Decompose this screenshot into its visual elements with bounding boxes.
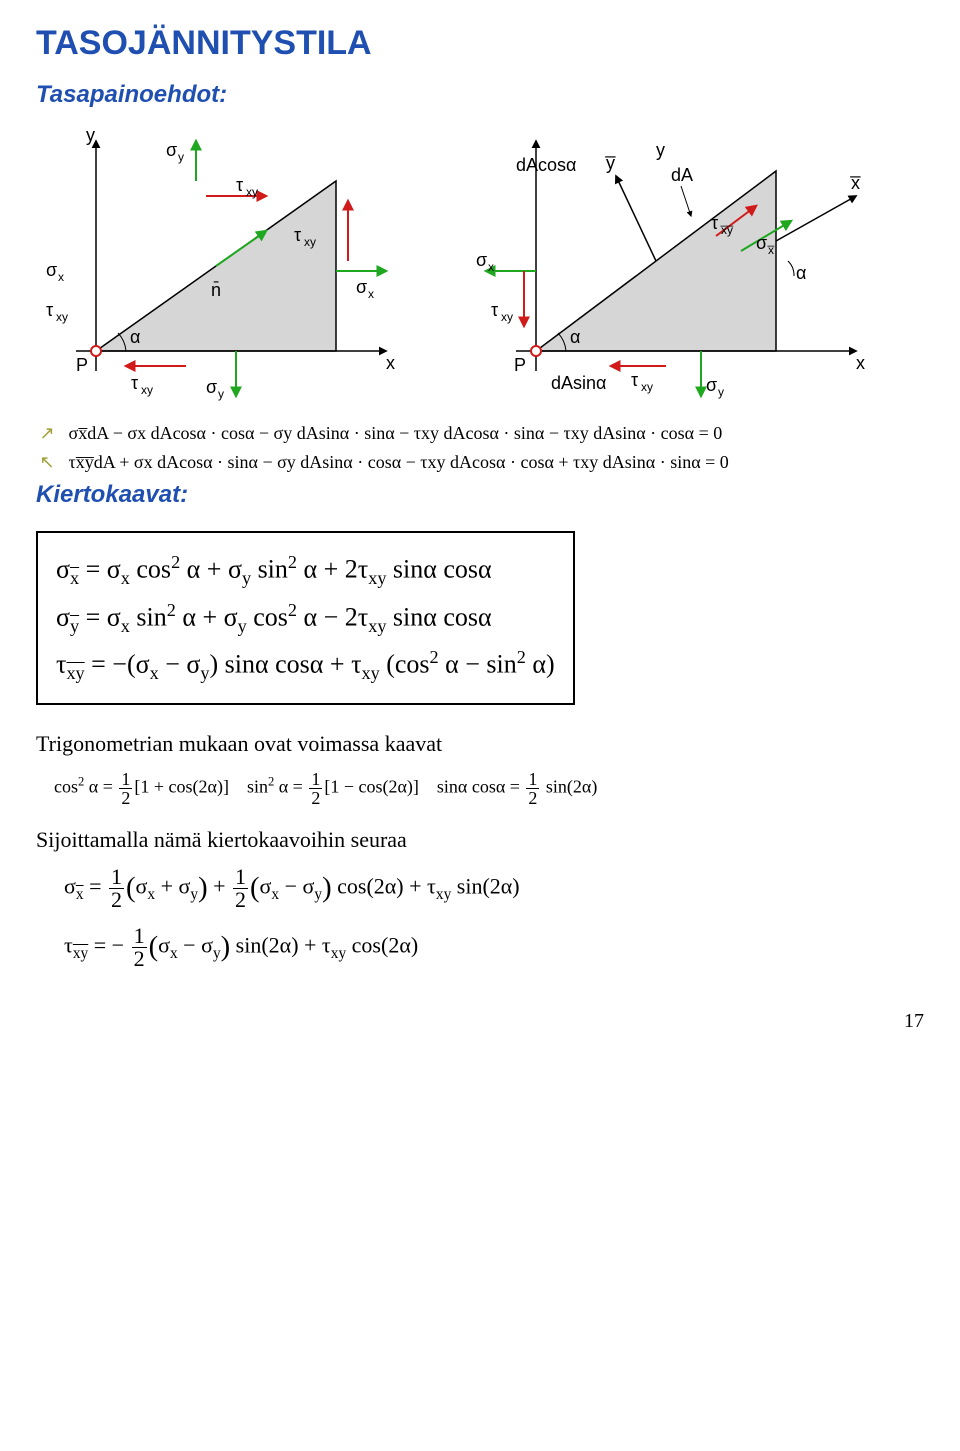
label-tau-left: τ bbox=[46, 300, 53, 320]
figure-row: y x P α n̄ σy τxy τxy σx σx τxy σy τxy bbox=[36, 121, 924, 401]
subhead-rotation: Kiertokaavat: bbox=[36, 481, 924, 509]
equilibrium-eq-tau: ↖ τx̅y̅dA + σx dAcosα · sinα − σy dAsinα… bbox=[36, 450, 924, 475]
page-title: TASOJÄNNITYSTILA bbox=[36, 24, 924, 63]
label-tau-bl: τ bbox=[131, 373, 138, 393]
svg-text:x̅y̅: x̅y̅ bbox=[720, 223, 734, 237]
label-sigmay-top: σ bbox=[166, 140, 177, 160]
svg-text:xy: xy bbox=[304, 235, 316, 249]
box-eq2: σy = σx sin2 α + σy cos2 α − 2τxy sinα c… bbox=[56, 597, 555, 640]
svg-text:y: y bbox=[718, 385, 724, 399]
final-eq-sigma: σx = 12(σx + σy) + 12(σx − σy) cos(2α) +… bbox=[64, 866, 924, 911]
label-ybar: y̅ bbox=[604, 153, 616, 173]
label-sigmax-left: σ bbox=[46, 260, 57, 280]
page-number: 17 bbox=[36, 1010, 924, 1033]
svg-text:x̅: x̅ bbox=[767, 243, 775, 257]
label-n: n̄ bbox=[211, 280, 221, 300]
arrow-icon: ↖ bbox=[36, 450, 58, 475]
trig-identities: cos2 α = 12[1 + cos(2α)] sin2 α = 12[1 −… bbox=[54, 770, 924, 807]
diagram-right: x y̅ y x̅ dA dAcosα dAsinα P α σx τxy σx… bbox=[456, 121, 876, 401]
label-tau-top: τ bbox=[236, 175, 243, 195]
rotation-formula-box: σx = σx cos2 α + σy sin2 α + 2τxy sinα c… bbox=[36, 531, 575, 704]
svg-text:xy: xy bbox=[641, 380, 653, 394]
label-dAsin: dAsinα bbox=[551, 373, 606, 393]
label-dAcos: dAcosα bbox=[516, 155, 576, 175]
label-x-left: x bbox=[386, 353, 395, 373]
svg-text:xy: xy bbox=[501, 310, 513, 324]
arrow-icon: ↗ bbox=[36, 421, 58, 446]
label-sigmax-r: σ bbox=[476, 250, 487, 270]
label-alpha-r2: α bbox=[796, 263, 806, 283]
svg-text:y: y bbox=[218, 387, 224, 401]
label-tauxybar: τ bbox=[711, 213, 718, 233]
label-dA: dA bbox=[671, 165, 693, 185]
label-alpha-r1: α bbox=[570, 327, 580, 347]
label-sigmaxbar: σ bbox=[756, 233, 767, 253]
label-xbar: x̅ bbox=[849, 173, 861, 193]
label-sigmay-bot: σ bbox=[206, 377, 217, 397]
label-sigmax-right: σ bbox=[356, 277, 367, 297]
svg-text:y: y bbox=[178, 150, 184, 164]
trig-intro: Trigonometrian mukaan ovat voimassa kaav… bbox=[36, 727, 924, 760]
label-y-left: y bbox=[86, 125, 95, 145]
diagram-left: y x P α n̄ σy τxy τxy σx σx τxy σy τxy bbox=[36, 121, 416, 401]
final-eq-tau: τxy = − 12(σx − σy) sin(2α) + τxy cos(2α… bbox=[64, 925, 924, 970]
svg-text:x: x bbox=[368, 287, 374, 301]
label-tau-rbot: τ bbox=[631, 370, 638, 390]
svg-text:xy: xy bbox=[246, 185, 258, 199]
label-alpha-left: α bbox=[130, 327, 140, 347]
svg-text:xy: xy bbox=[56, 310, 68, 324]
box-eq1: σx = σx cos2 α + σy sin2 α + 2τxy sinα c… bbox=[56, 549, 555, 592]
label-sigmay-r: σ bbox=[706, 375, 717, 395]
svg-text:x: x bbox=[58, 270, 64, 284]
label-tau-rleft: τ bbox=[491, 300, 498, 320]
label-P-left: P bbox=[76, 355, 88, 375]
label-P-right: P bbox=[514, 355, 526, 375]
label-x-right: x bbox=[856, 353, 865, 373]
box-eq3: τxy = −(σx − σy) sinα cosα + τxy (cos2 α… bbox=[56, 644, 555, 687]
svg-text:x: x bbox=[488, 260, 494, 274]
substitution-intro: Sijoittamalla nämä kiertokaavoihin seura… bbox=[36, 823, 924, 856]
label-tau-right: τ bbox=[294, 225, 301, 245]
svg-text:xy: xy bbox=[141, 383, 153, 397]
equilibrium-eq-sigma: ↗ σx̅dA − σx dAcosα · cosα − σy dAsinα ·… bbox=[36, 421, 924, 446]
subhead-equilibrium: Tasapainoehdot: bbox=[36, 81, 924, 109]
label-y-right: y bbox=[656, 140, 665, 160]
